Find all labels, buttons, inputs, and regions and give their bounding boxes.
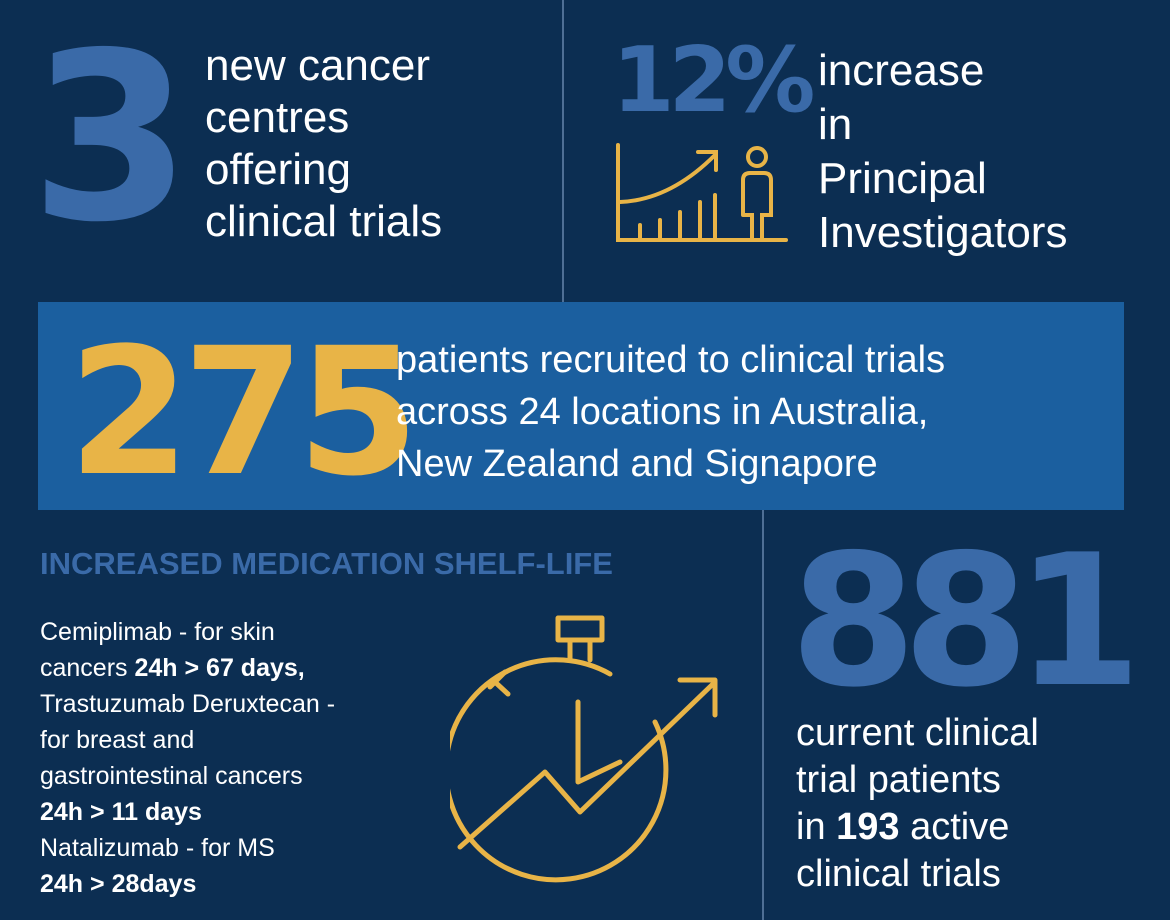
text-line: clinical trials <box>796 851 1039 898</box>
text: Natalizumab - for MS <box>40 834 275 862</box>
stat-text: current clinical trial patients in 193 a… <box>796 710 1039 898</box>
text: 24h > 28days <box>40 870 197 898</box>
divider <box>562 0 564 302</box>
text-line: new cancer <box>205 41 431 90</box>
text: 24h > 67 days <box>134 654 298 682</box>
text-line: Cemiplimab - for skin <box>40 614 335 650</box>
highlight-band <box>38 302 1124 510</box>
text-line: centres <box>205 93 350 142</box>
text-line: increase <box>818 46 985 95</box>
text-line: patients recruited to clinical trials <box>396 339 946 381</box>
text: Trastuzumab Deruxtecan - <box>40 690 336 718</box>
stat-number: 275 <box>68 310 419 515</box>
text-line: gastrointestinal cancers <box>40 758 335 794</box>
text: active <box>899 806 1010 848</box>
text-line: for breast and <box>40 722 335 758</box>
text-line: 24h > 11 days <box>40 794 335 830</box>
text-line: Natalizumab - for MS <box>40 830 335 866</box>
text-line: clinical trials <box>205 197 443 246</box>
stat-text: increase in Principal Investigators <box>818 44 1067 260</box>
text-line: 24h > 28days <box>40 866 335 902</box>
text: clinical trials <box>796 853 1001 895</box>
stat-number: 3 <box>30 3 192 273</box>
text-line: offering <box>205 145 351 194</box>
text: trial patients <box>796 759 1001 801</box>
text: for breast and <box>40 726 195 754</box>
growth-icon <box>616 143 788 242</box>
text: , <box>297 654 305 682</box>
text-line: across 24 locations in Australia, <box>396 391 929 433</box>
text: cancers <box>40 654 135 682</box>
text-line: New Zealand and Signapore <box>396 443 878 485</box>
text: current clinical <box>796 712 1039 754</box>
text-line: Principal <box>818 154 987 203</box>
text: gastrointestinal cancers <box>40 762 303 790</box>
text-line: Investigators <box>818 208 1068 257</box>
text-line: trial patients <box>796 757 1039 804</box>
stat-text: patients recruited to clinical trials ac… <box>396 334 945 490</box>
text: in <box>796 806 837 848</box>
text-line: current clinical <box>796 710 1039 757</box>
text: Cemiplimab - for skin <box>40 618 275 646</box>
text-line: cancers 24h > 67 days, <box>40 650 335 686</box>
medication-list: Cemiplimab - for skin cancers 24h > 67 d… <box>40 614 335 902</box>
stat-text: new cancer centres offering clinical tri… <box>205 40 442 248</box>
divider <box>762 510 764 920</box>
section-heading: INCREASED MEDICATION SHELF-LIFE <box>40 546 613 581</box>
text-line: in <box>818 100 853 149</box>
stopwatch-icon <box>450 615 718 883</box>
text: 24h > 11 days <box>40 798 202 826</box>
text-line: Trastuzumab Deruxtecan - <box>40 686 335 722</box>
text-line: in 193 active <box>796 804 1039 851</box>
text: 193 <box>836 806 900 848</box>
stat-number: 881 <box>790 515 1142 727</box>
stat-number: 12% <box>612 28 815 133</box>
